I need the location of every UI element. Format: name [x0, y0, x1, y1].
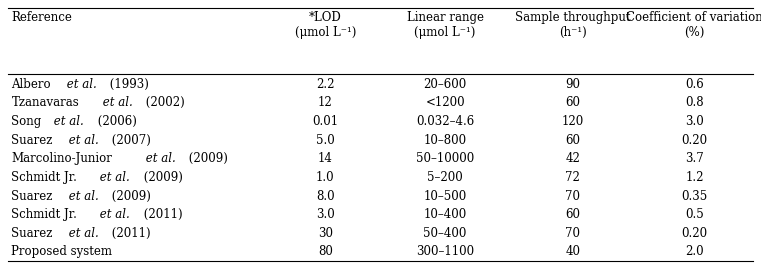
Text: 60: 60: [565, 208, 580, 221]
Text: Linear range
(μmol L⁻¹): Linear range (μmol L⁻¹): [406, 11, 484, 39]
Text: et al.: et al.: [142, 152, 175, 165]
Text: et al.: et al.: [97, 171, 130, 184]
Text: *LOD
(μmol L⁻¹): *LOD (μmol L⁻¹): [295, 11, 356, 39]
Text: 0.032–4.6: 0.032–4.6: [416, 115, 474, 128]
Text: (1993): (1993): [106, 78, 149, 91]
Text: 42: 42: [565, 152, 580, 165]
Text: 5–200: 5–200: [428, 171, 463, 184]
Text: Suarez: Suarez: [11, 190, 53, 202]
Text: 3.7: 3.7: [685, 152, 704, 165]
Text: Albero: Albero: [11, 78, 51, 91]
Text: 0.01: 0.01: [312, 115, 339, 128]
Text: 0.35: 0.35: [681, 190, 708, 202]
Text: 0.6: 0.6: [685, 78, 704, 91]
Text: (2009): (2009): [185, 152, 228, 165]
Text: 10–400: 10–400: [424, 208, 466, 221]
Text: (2009): (2009): [108, 190, 151, 202]
Text: 5.0: 5.0: [316, 134, 335, 147]
Text: Suarez: Suarez: [11, 227, 53, 240]
Text: 80: 80: [318, 246, 333, 258]
Text: (2007): (2007): [108, 134, 151, 147]
Text: 8.0: 8.0: [316, 190, 335, 202]
Text: 2.0: 2.0: [685, 246, 704, 258]
Text: Schmidt Jr.: Schmidt Jr.: [11, 208, 78, 221]
Text: 10–500: 10–500: [424, 190, 466, 202]
Text: 3.0: 3.0: [316, 208, 335, 221]
Text: 0.20: 0.20: [681, 134, 708, 147]
Text: 90: 90: [565, 78, 580, 91]
Text: 300–1100: 300–1100: [416, 246, 474, 258]
Text: 0.5: 0.5: [685, 208, 704, 221]
Text: Sample throughput
(h⁻¹): Sample throughput (h⁻¹): [515, 11, 630, 39]
Text: et al.: et al.: [65, 134, 99, 147]
Text: 0.8: 0.8: [685, 97, 704, 109]
Text: (2006): (2006): [94, 115, 137, 128]
Text: Tzanavaras: Tzanavaras: [11, 97, 79, 109]
Text: 1.0: 1.0: [316, 171, 335, 184]
Text: 0.20: 0.20: [681, 227, 708, 240]
Text: 50–10000: 50–10000: [416, 152, 474, 165]
Text: 50–400: 50–400: [424, 227, 466, 240]
Text: 20–600: 20–600: [424, 78, 466, 91]
Text: (2009): (2009): [140, 171, 183, 184]
Text: 72: 72: [565, 171, 580, 184]
Text: et al.: et al.: [50, 115, 84, 128]
Text: (2002): (2002): [142, 97, 185, 109]
Text: Proposed system: Proposed system: [11, 246, 113, 258]
Text: 70: 70: [565, 227, 580, 240]
Text: (2011): (2011): [108, 227, 151, 240]
Text: 3.0: 3.0: [685, 115, 704, 128]
Text: et al.: et al.: [97, 208, 130, 221]
Text: 14: 14: [318, 152, 333, 165]
Text: 12: 12: [318, 97, 333, 109]
Text: 70: 70: [565, 190, 580, 202]
Text: 60: 60: [565, 134, 580, 147]
Text: 120: 120: [562, 115, 584, 128]
Text: Suarez: Suarez: [11, 134, 53, 147]
Text: 1.2: 1.2: [685, 171, 704, 184]
Text: et al.: et al.: [62, 78, 97, 91]
Text: et al.: et al.: [99, 97, 132, 109]
Text: 30: 30: [318, 227, 333, 240]
Text: Coefficient of variation
(%): Coefficient of variation (%): [626, 11, 761, 39]
Text: 10–800: 10–800: [424, 134, 466, 147]
Text: 40: 40: [565, 246, 580, 258]
Text: 2.2: 2.2: [316, 78, 335, 91]
Text: et al.: et al.: [65, 190, 99, 202]
Text: Reference: Reference: [11, 11, 72, 24]
Text: et al.: et al.: [65, 227, 99, 240]
Text: Schmidt Jr.: Schmidt Jr.: [11, 171, 78, 184]
Text: 60: 60: [565, 97, 580, 109]
Text: (2011): (2011): [140, 208, 183, 221]
Text: Song: Song: [11, 115, 42, 128]
Text: Marcolino-Junior: Marcolino-Junior: [11, 152, 113, 165]
Text: <1200: <1200: [425, 97, 465, 109]
